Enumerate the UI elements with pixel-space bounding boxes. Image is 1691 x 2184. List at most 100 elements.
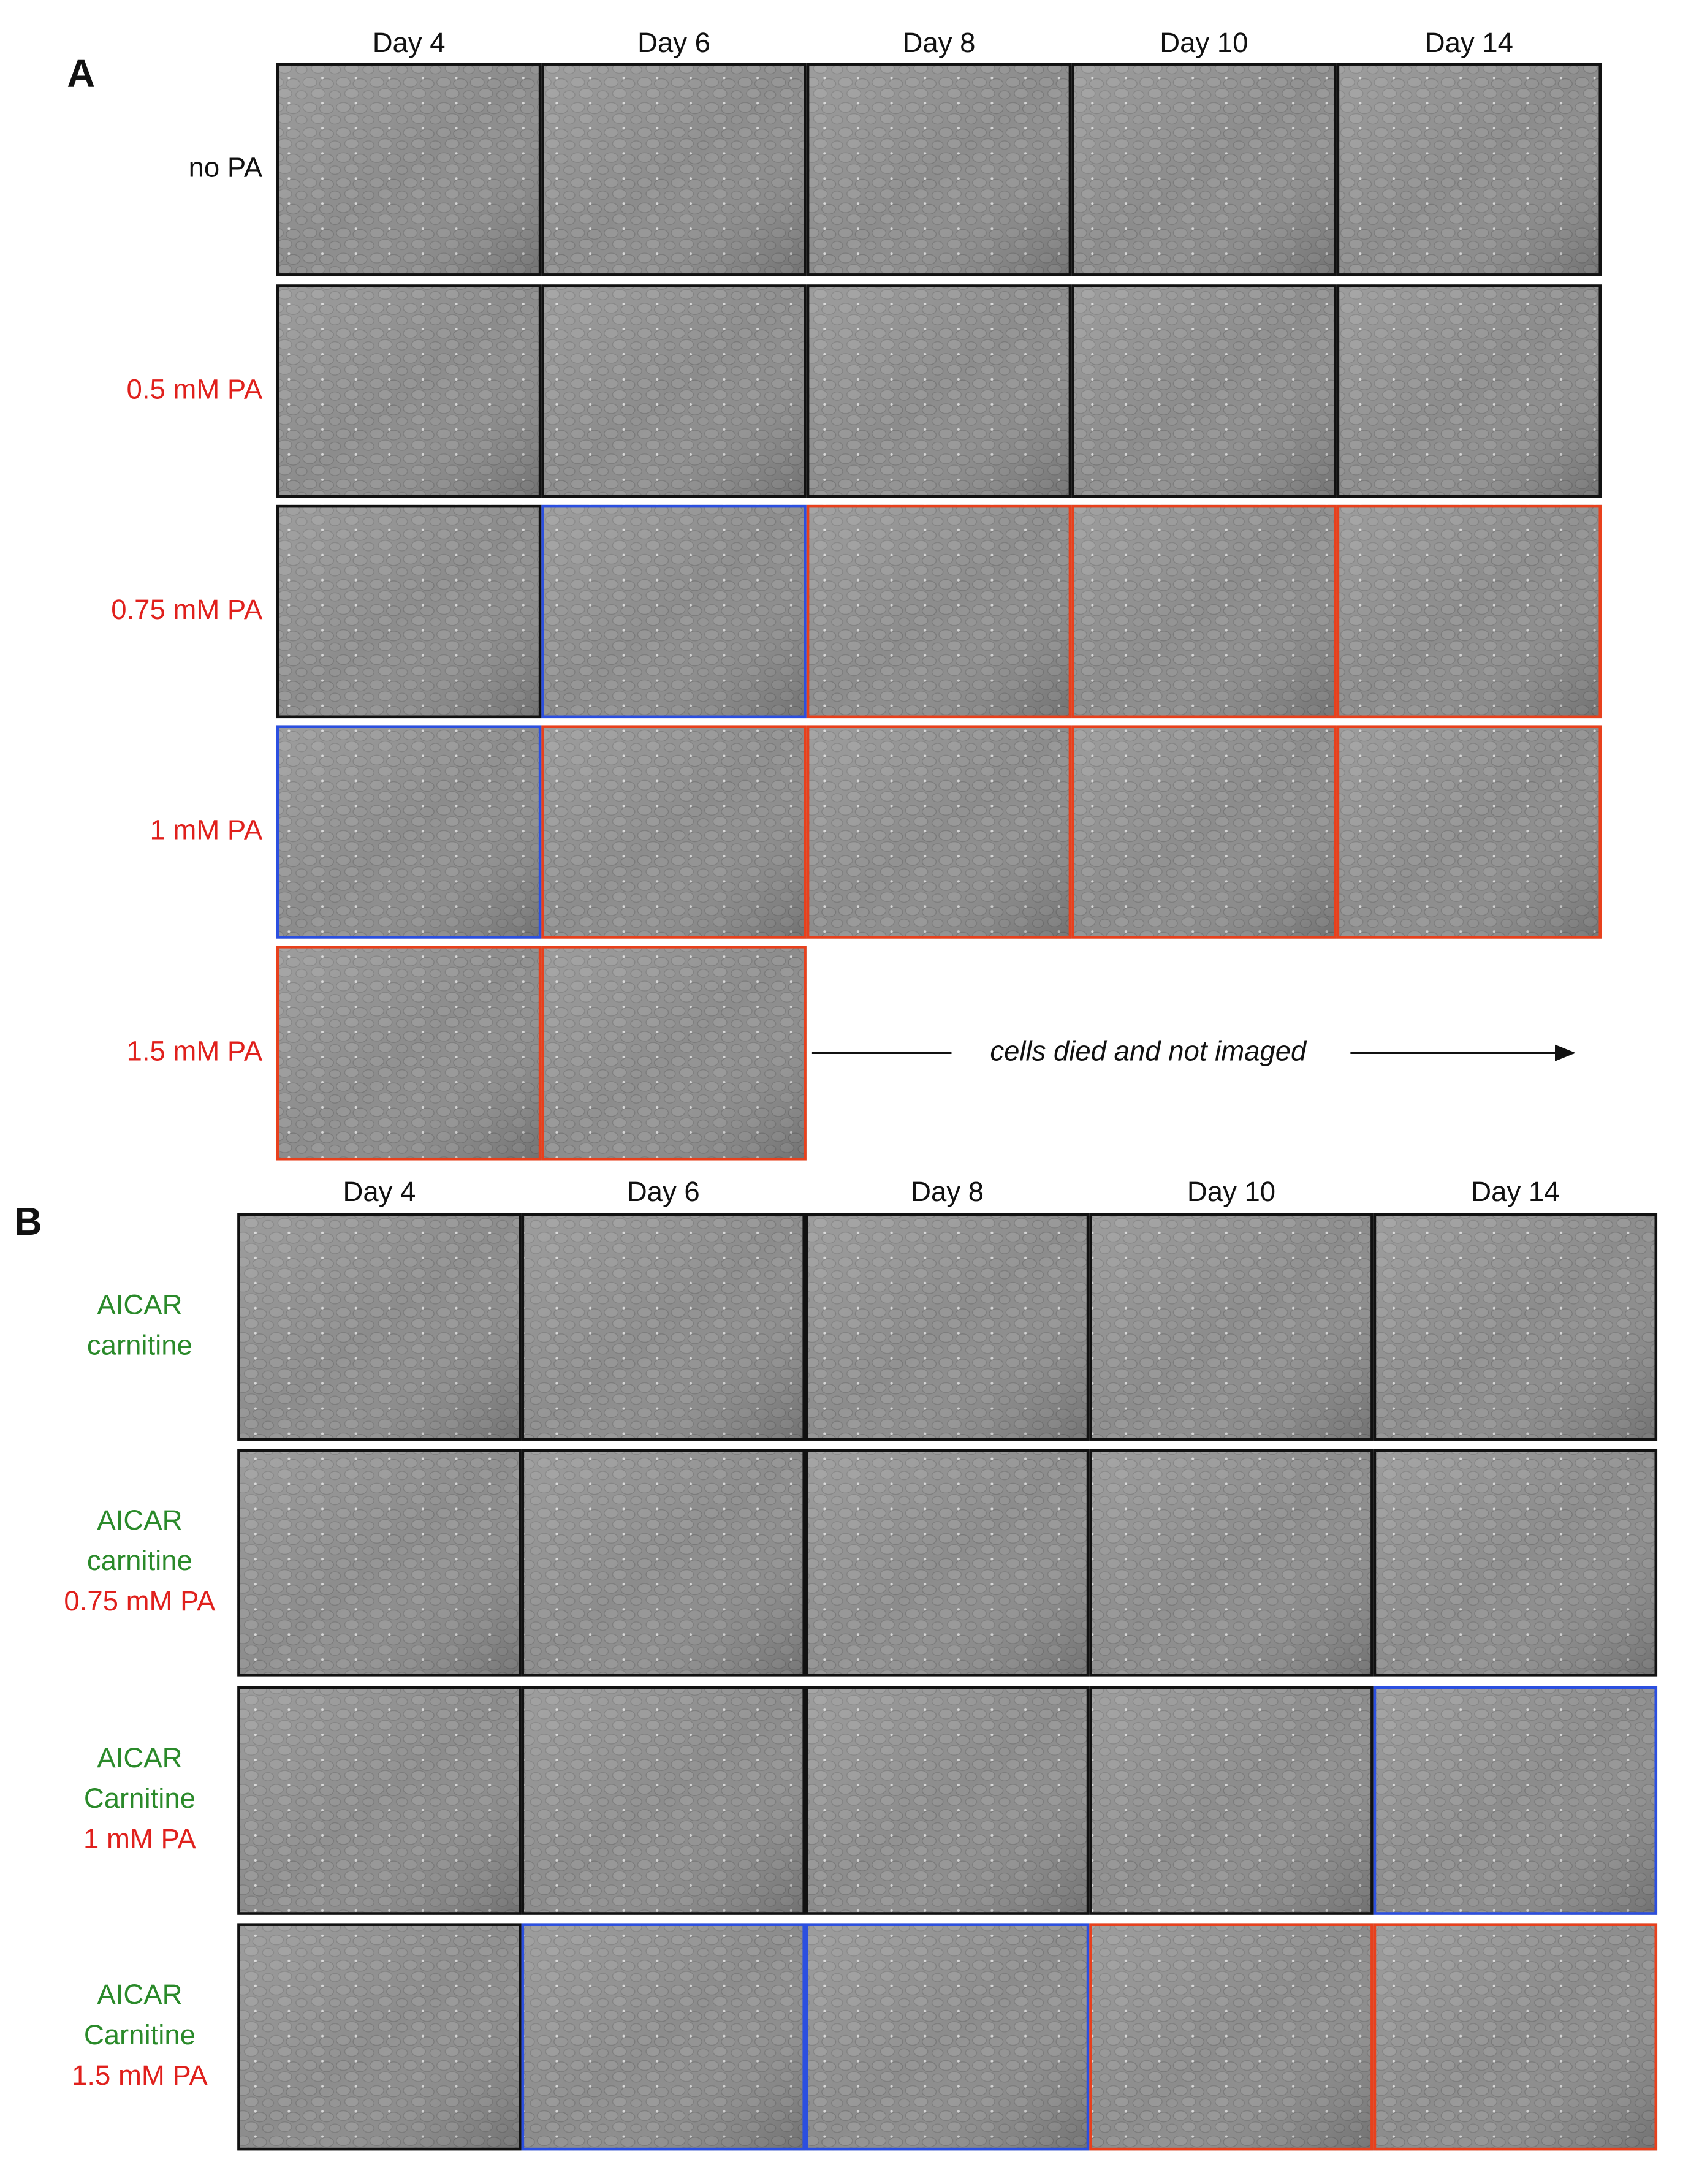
row-label: 0.75 mM PA: [111, 594, 263, 625]
micrograph-shade: [1373, 1686, 1658, 1915]
column-header: Day 8: [903, 27, 976, 58]
micrograph-frame: [237, 1686, 522, 1915]
micrograph-frame: [541, 725, 807, 939]
micrograph-frame: [237, 1923, 522, 2151]
micrograph-shade: [237, 1449, 522, 1677]
column-header: Day 14: [1425, 27, 1513, 58]
micrograph-shade: [276, 63, 542, 276]
micrograph-shade: [237, 1686, 522, 1915]
micrograph-frame: [1089, 1449, 1374, 1677]
row-label: carnitine: [87, 1329, 192, 1360]
micrograph-frame: [805, 1923, 1090, 2151]
column-header: Day 4: [343, 1176, 416, 1207]
micrograph-frame: [806, 284, 1072, 498]
micrograph-shade: [1071, 504, 1337, 719]
micrograph-shade: [806, 725, 1072, 939]
micrograph-frame: [1071, 725, 1337, 939]
micrograph-shade: [521, 1449, 805, 1677]
row-label: no PA: [189, 152, 263, 183]
micrograph-shade: [1089, 1213, 1374, 1441]
column-header: Day 10: [1160, 27, 1248, 58]
micrograph-shade: [521, 1923, 805, 2151]
micrograph-frame: [276, 284, 542, 498]
micrograph-shade: [541, 504, 807, 719]
column-header: Day 6: [637, 27, 710, 58]
micrograph-frame: [521, 1449, 805, 1677]
micrograph-frame: [541, 63, 807, 276]
micrograph-frame: [1336, 725, 1602, 939]
micrograph-shade: [541, 725, 807, 939]
micrograph-shade: [805, 1923, 1090, 2151]
row-label: 1.5 mM PA: [127, 1035, 263, 1066]
row-label: AICAR: [97, 1742, 182, 1773]
micrograph-shade: [237, 1923, 522, 2151]
micrograph-frame: [1373, 1449, 1658, 1677]
micrograph-shade: [805, 1449, 1090, 1677]
micrograph-shade: [521, 1213, 805, 1441]
micrograph-frame: [541, 284, 807, 498]
column-header: Day 14: [1471, 1176, 1559, 1207]
micrograph-shade: [1071, 284, 1337, 498]
micrograph-shade: [237, 1213, 522, 1441]
micrograph-shade: [806, 504, 1072, 719]
row-label: AICAR: [97, 1504, 182, 1536]
micrograph-shade: [1071, 63, 1337, 276]
row-label: 1 mM PA: [83, 1823, 196, 1854]
micrograph-shade: [276, 946, 542, 1161]
micrograph-frame: [806, 725, 1072, 939]
micrograph-frame: [541, 504, 807, 719]
micrograph-shade: [541, 284, 807, 498]
micrograph-frame: [521, 1213, 805, 1441]
panel-label: A: [67, 51, 95, 96]
micrograph-frame: [806, 63, 1072, 276]
micrograph-frame: [1336, 63, 1602, 276]
panel-label: B: [14, 1199, 42, 1243]
micrograph-frame: [1089, 1686, 1374, 1915]
micrograph-frame: [1089, 1923, 1374, 2151]
micrograph-shade: [1336, 63, 1602, 276]
column-header: Day 4: [373, 27, 446, 58]
micrograph-frame: [1373, 1213, 1658, 1441]
micrograph-frame: [1373, 1686, 1658, 1915]
micrograph-frame: [276, 946, 542, 1161]
row-label: 1 mM PA: [150, 814, 262, 846]
micrograph-shade: [1336, 284, 1602, 498]
micrograph-frame: [1071, 504, 1337, 719]
micrograph-shade: [541, 946, 807, 1161]
micrograph-frame: [805, 1213, 1090, 1441]
row-label: 1.5 mM PA: [72, 2060, 208, 2091]
row-label: 0.5 mM PA: [127, 373, 263, 404]
micrograph-shade: [541, 63, 807, 276]
note: cells died and not imaged: [990, 1035, 1307, 1066]
micrograph-frame: [521, 1923, 805, 2151]
column-header: Day 6: [627, 1176, 700, 1207]
micrograph-frame: [1071, 63, 1337, 276]
row-label: AICAR: [97, 1979, 182, 2010]
row-label: Carnitine: [84, 1783, 196, 1814]
micrograph-frame: [1336, 284, 1602, 498]
micrograph-shade: [1071, 725, 1337, 939]
micrograph-frame: [237, 1213, 522, 1441]
micrograph-shade: [276, 504, 542, 719]
row-label: AICAR: [97, 1289, 182, 1320]
column-header: Day 8: [911, 1176, 984, 1207]
micrograph-shade: [276, 725, 542, 939]
micrograph-shade: [1089, 1449, 1374, 1677]
micrograph-frame: [276, 725, 542, 939]
micrograph-frame: [1336, 504, 1602, 719]
micrograph-shade: [805, 1213, 1090, 1441]
row-label: 0.75 mM PA: [64, 1585, 216, 1617]
micrograph-shade: [806, 63, 1072, 276]
micrograph-frame: [276, 63, 542, 276]
micrograph-frame: [806, 504, 1072, 719]
micrograph-shade: [805, 1686, 1090, 1915]
micrograph-frame: [1373, 1923, 1658, 2151]
micrograph-shade: [1373, 1449, 1658, 1677]
micrograph-frame: [1089, 1213, 1374, 1441]
micrograph-shade: [806, 284, 1072, 498]
micrograph-frame: [805, 1449, 1090, 1677]
micrograph-shade: [521, 1686, 805, 1915]
micrograph-frame: [237, 1449, 522, 1677]
